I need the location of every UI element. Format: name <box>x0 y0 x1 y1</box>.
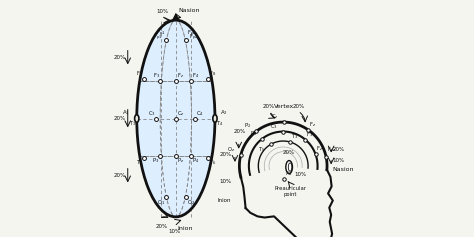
Text: 10%: 10% <box>219 179 231 184</box>
Ellipse shape <box>135 115 139 122</box>
Text: 20%: 20% <box>114 173 126 178</box>
Text: P$_4$: P$_4$ <box>192 156 200 165</box>
Text: 20%: 20% <box>293 104 305 109</box>
Text: F$_{pz}$: F$_{pz}$ <box>327 146 337 156</box>
Text: F$_7$: F$_7$ <box>136 69 143 78</box>
Text: 20%: 20% <box>234 129 246 134</box>
Text: 20%: 20% <box>155 224 168 229</box>
Text: T$_3$: T$_3$ <box>291 132 298 141</box>
Text: T$_5$: T$_5$ <box>136 158 143 167</box>
Text: F$_{p2}$: F$_{p2}$ <box>186 28 196 39</box>
Ellipse shape <box>137 20 215 217</box>
Text: C$_3$: C$_3$ <box>270 122 278 131</box>
Text: 10%: 10% <box>333 158 345 163</box>
Text: T$_5$: T$_5$ <box>258 145 265 154</box>
Text: C$_z$: C$_z$ <box>271 112 279 121</box>
Text: T$_4$: T$_4$ <box>216 119 223 128</box>
Text: Vertex: Vertex <box>273 104 294 109</box>
Text: F$_{p1}$: F$_{p1}$ <box>156 28 166 39</box>
Text: 20%: 20% <box>262 104 274 109</box>
Text: 10%: 10% <box>169 228 181 234</box>
Ellipse shape <box>213 115 217 122</box>
Text: F$_z$: F$_z$ <box>310 120 317 129</box>
Text: P$_3$: P$_3$ <box>153 156 160 165</box>
Text: F$_3$: F$_3$ <box>153 71 160 80</box>
Text: Preauricular
point: Preauricular point <box>274 186 306 197</box>
Text: C$_z$: C$_z$ <box>176 109 184 118</box>
Text: 20%: 20% <box>283 150 295 155</box>
Ellipse shape <box>286 161 292 173</box>
Text: Nasion: Nasion <box>179 8 200 13</box>
Text: O$_1$: O$_1$ <box>157 198 165 207</box>
Text: F$_z$: F$_z$ <box>317 145 324 153</box>
Text: F$_{p2}$: F$_{p2}$ <box>189 33 198 43</box>
Text: 20%: 20% <box>114 55 126 60</box>
Text: Inion: Inion <box>218 198 231 203</box>
Text: F$_8$: F$_8$ <box>209 69 216 78</box>
Text: C$_3$: C$_3$ <box>148 109 156 118</box>
Text: F$_3$: F$_3$ <box>306 130 313 139</box>
Text: F$_4$: F$_4$ <box>192 71 199 80</box>
Text: 10%: 10% <box>294 172 306 177</box>
Text: C$_4$: C$_4$ <box>196 109 204 118</box>
Text: O$_2$: O$_2$ <box>186 198 195 207</box>
Text: A$_1$: A$_1$ <box>285 169 293 178</box>
Text: F$_z$: F$_z$ <box>176 71 183 80</box>
Text: 10%: 10% <box>157 9 169 14</box>
Text: O$_z$: O$_z$ <box>228 145 236 154</box>
Text: T$_6$: T$_6$ <box>209 158 216 167</box>
Text: 20%: 20% <box>219 152 231 157</box>
Text: T$_3$: T$_3$ <box>128 119 136 128</box>
Text: Nasion: Nasion <box>333 167 355 172</box>
Text: A$_2$: A$_2$ <box>220 108 228 117</box>
Text: 20%: 20% <box>114 116 126 121</box>
Text: A$_1$: A$_1$ <box>122 108 130 117</box>
Text: P$_3$: P$_3$ <box>249 129 257 138</box>
Text: Inion: Inion <box>177 226 192 231</box>
Text: P$_z$: P$_z$ <box>176 156 184 165</box>
Polygon shape <box>173 14 179 20</box>
Text: F$_{p1}$: F$_{p1}$ <box>153 33 163 43</box>
Text: P$_2$: P$_2$ <box>244 122 251 130</box>
Text: 20%: 20% <box>333 147 345 152</box>
